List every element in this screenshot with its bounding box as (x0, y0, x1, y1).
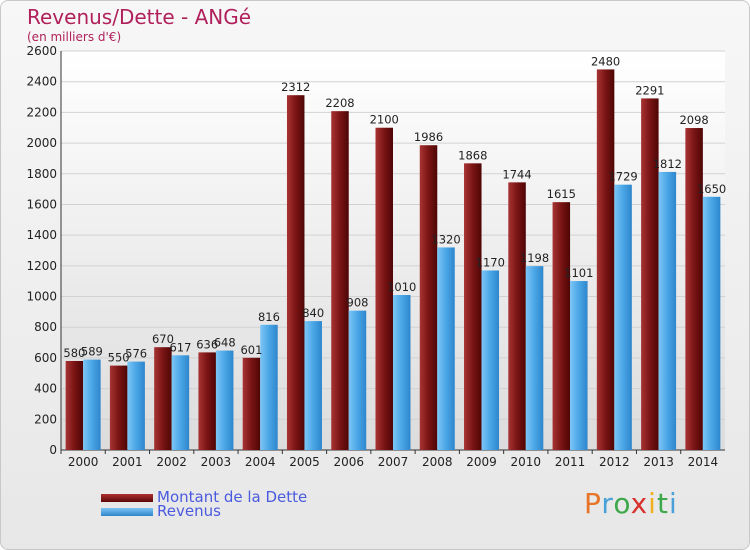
data-label-revenue: 1198 (520, 251, 549, 265)
y-tick-label: 1000 (26, 290, 57, 304)
data-label-revenue: 1650 (697, 182, 726, 196)
chart-subtitle: (en milliers d'€) (27, 30, 122, 44)
y-tick-label: 2000 (26, 136, 57, 150)
x-tick-label: 2008 (422, 455, 453, 469)
data-label-debt: 2098 (679, 113, 708, 127)
bar-debt (641, 98, 659, 450)
x-tick-label: 2006 (333, 455, 364, 469)
data-label-debt: 2208 (325, 96, 354, 110)
x-tick-label: 2001 (112, 455, 143, 469)
data-label-revenue: 1010 (387, 280, 416, 294)
bar-revenue (570, 281, 588, 450)
data-label-debt: 550 (108, 351, 130, 365)
bar-debt (685, 128, 703, 450)
bar-revenue (437, 247, 455, 450)
x-tick-label: 2005 (289, 455, 320, 469)
x-tick-label: 2012 (599, 455, 630, 469)
data-label-revenue: 816 (258, 310, 280, 324)
bar-debt (375, 127, 393, 450)
bar-revenue (304, 321, 322, 450)
data-label-debt: 580 (63, 346, 85, 360)
data-label-debt: 670 (152, 332, 174, 346)
y-tick-label: 0 (49, 443, 57, 457)
data-label-debt: 1986 (414, 130, 443, 144)
bar-debt (154, 347, 172, 450)
data-label-revenue: 617 (169, 340, 191, 354)
data-label-revenue: 576 (125, 347, 147, 361)
bar-revenue (481, 270, 500, 450)
y-tick-label: 1800 (26, 167, 57, 181)
data-label-debt: 1744 (502, 167, 531, 181)
bar-debt (65, 360, 84, 450)
bar-revenue (171, 355, 190, 450)
data-label-revenue: 840 (302, 306, 324, 320)
bar-debt (508, 182, 526, 450)
bar-revenue (614, 184, 632, 451)
x-tick-label: 2004 (245, 455, 276, 469)
x-tick-label: 2000 (68, 455, 99, 469)
bar-revenue (702, 196, 721, 450)
bar-debt (419, 145, 438, 450)
bar-debt (109, 365, 128, 450)
legend-label-revenue: Revenus (157, 502, 221, 520)
bar-debt (464, 163, 482, 450)
x-tick-label: 2011 (555, 455, 586, 469)
x-tick-label: 2002 (156, 455, 187, 469)
x-tick-label: 2010 (511, 455, 542, 469)
data-label-revenue: 908 (347, 296, 369, 310)
x-tick-label: 2007 (378, 455, 409, 469)
bar-revenue (127, 361, 145, 450)
y-tick-label: 1200 (26, 259, 57, 273)
bar-revenue (658, 171, 677, 451)
y-tick-label: 400 (34, 382, 57, 396)
bar-revenue (393, 295, 411, 450)
data-label-debt: 636 (196, 337, 218, 351)
data-label-revenue: 1170 (476, 255, 505, 269)
legend-swatch-revenue (101, 508, 153, 516)
proxiti-logo: Proxiti (584, 487, 678, 520)
bar-debt (552, 202, 571, 450)
data-label-debt: 1615 (547, 187, 576, 201)
bar-revenue (260, 324, 278, 450)
bar-debt (596, 69, 615, 451)
legend-swatch-debt (101, 494, 153, 502)
x-tick-label: 2003 (201, 455, 232, 469)
data-label-revenue: 1320 (431, 232, 460, 246)
y-tick-label: 1600 (26, 197, 57, 211)
chart-title: Revenus/Dette - ANGé (27, 5, 252, 29)
data-label-revenue: 1101 (564, 266, 593, 280)
data-label-debt: 2291 (635, 83, 664, 97)
data-label-debt: 2312 (281, 80, 310, 94)
data-label-revenue: 648 (214, 336, 236, 350)
x-tick-label: 2014 (688, 455, 719, 469)
bar-revenue (348, 310, 367, 450)
y-tick-label: 800 (34, 320, 57, 334)
legend-label-debt: Montant de la Dette (157, 488, 308, 506)
y-tick-label: 200 (34, 412, 57, 426)
bar-revenue (215, 350, 234, 450)
data-label-debt: 2100 (370, 113, 399, 127)
y-tick-label: 2600 (26, 44, 57, 58)
y-tick-label: 600 (34, 351, 57, 365)
bar-debt (331, 111, 349, 450)
bar-revenue (83, 359, 101, 450)
x-tick-label: 2013 (643, 455, 674, 469)
data-label-revenue: 589 (81, 345, 103, 359)
y-tick-label: 2400 (26, 75, 57, 89)
y-tick-label: 2200 (26, 105, 57, 119)
data-label-debt: 601 (240, 343, 262, 357)
data-label-revenue: 1812 (653, 157, 682, 171)
y-tick-label: 1400 (26, 228, 57, 242)
data-label-debt: 1868 (458, 148, 487, 162)
data-label-debt: 2480 (591, 54, 620, 68)
bar-revenue (525, 266, 544, 450)
bar-debt (286, 95, 305, 450)
x-tick-label: 2009 (466, 455, 497, 469)
bar-debt (198, 352, 216, 450)
data-label-revenue: 1729 (608, 170, 637, 184)
bar-debt (242, 357, 261, 450)
